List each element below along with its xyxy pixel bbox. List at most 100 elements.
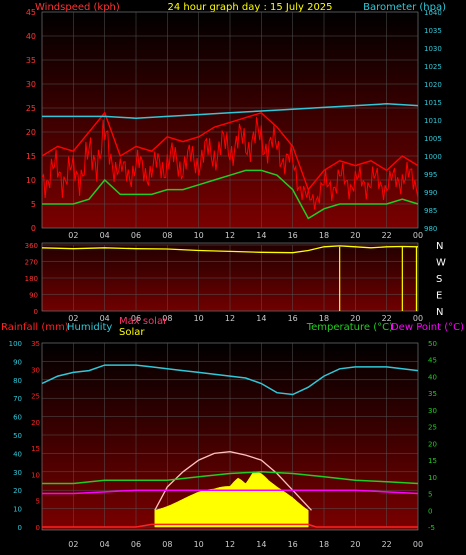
barometer-line: [42, 103, 419, 119]
weather-plot: [41, 364, 419, 528]
wind-plot: [41, 103, 419, 220]
temperature-y-tick: 45: [428, 357, 437, 365]
direction-x-tick: 08: [162, 314, 172, 323]
rain-y-tick: 10: [31, 471, 40, 479]
wind-y-tick: 20: [26, 128, 36, 137]
wind-average-line: [42, 169, 419, 220]
weather-x-tick: 12: [225, 540, 235, 549]
legend-rainfall: Rainfall (mm): [1, 322, 69, 333]
wind-x-tick: 04: [100, 231, 110, 240]
wind-y-tick: 25: [26, 104, 36, 113]
barometer-y-tick: 985: [424, 207, 437, 215]
wind-x-tick: 18: [319, 231, 329, 240]
wind-x-tick: 02: [68, 231, 78, 240]
direction-plot: [41, 245, 419, 311]
direction-x-tick: 16: [288, 314, 298, 323]
temperature-y-tick: 5: [428, 491, 432, 499]
legend-solar: Solar: [119, 327, 145, 338]
compass-tick: N: [436, 307, 443, 318]
humidity-y-tick: 80: [13, 377, 22, 385]
dewpoint-line: [42, 489, 419, 495]
wind-x-tick: 12: [225, 231, 235, 240]
temperature-y-tick: -5: [428, 524, 435, 532]
barometer-y-tick: 1020: [424, 81, 442, 89]
wind-x-tick: 10: [194, 231, 204, 240]
humidity-y-tick: 60: [13, 414, 22, 422]
left-axis-title: Windspeed (kph): [35, 2, 120, 13]
wind-y-tick: 40: [26, 32, 36, 41]
barometer-y-tick: 1005: [424, 135, 442, 143]
weather-x-tick: 16: [288, 540, 298, 549]
compass-tick: N: [436, 241, 443, 252]
wind-x-tick: 06: [131, 231, 141, 240]
chart-title: 24 hour graph day : 15 July 2025: [167, 2, 332, 13]
wind-y-tick: 35: [26, 56, 36, 65]
direction-y-tick: 90: [29, 292, 38, 300]
temperature-y-tick: 25: [428, 424, 437, 432]
direction-x-tick: 22: [382, 314, 392, 323]
barometer-y-tick: 980: [424, 225, 437, 233]
rain-y-tick: 15: [31, 445, 40, 453]
weather-x-tick: 18: [319, 540, 329, 549]
direction-x-tick: 06: [131, 314, 141, 323]
gust-line: [41, 116, 419, 210]
compass-tick: S: [436, 274, 442, 285]
wind-x-tick: 08: [162, 231, 172, 240]
temperature-y-tick: 10: [428, 474, 437, 482]
weather-x-tick: 20: [350, 540, 360, 549]
direction-x-tick: 10: [194, 314, 204, 323]
weather-x-tick: 08: [162, 540, 172, 549]
rain-y-tick: 20: [31, 419, 40, 427]
weather-x-tick: 02: [68, 540, 78, 549]
direction-y-tick: 0: [34, 308, 38, 316]
direction-y-tick: 360: [25, 242, 38, 250]
direction-y-tick: 180: [25, 275, 38, 283]
compass-tick: W: [436, 258, 446, 269]
legend-dewpoint: Dew Point (°C): [391, 322, 464, 333]
temperature-y-tick: 40: [428, 373, 437, 381]
direction-x-tick: 14: [256, 314, 266, 323]
weather-x-tick: 22: [382, 540, 392, 549]
direction-x-tick: 12: [225, 314, 235, 323]
legend-temperature: Temperature (°C): [306, 322, 393, 333]
legend-max-solar: Max solar: [119, 316, 168, 327]
barometer-y-tick: 1035: [424, 27, 442, 35]
wind-x-tick: 16: [288, 231, 298, 240]
direction-x-tick: 00: [413, 314, 423, 323]
max-solar-line: [154, 451, 312, 511]
barometer-y-tick: 995: [424, 171, 437, 179]
wind-x-tick: 20: [350, 231, 360, 240]
rainfall-line: [42, 523, 418, 528]
direction-x-tick: 18: [319, 314, 329, 323]
rain-y-tick: 5: [36, 498, 40, 506]
barometer-y-tick: 990: [424, 189, 437, 197]
temperature-y-tick: 0: [428, 507, 432, 515]
barometer-y-tick: 1040: [424, 9, 442, 17]
direction-line: [41, 245, 419, 254]
wind-y-tick: 30: [26, 80, 36, 89]
humidity-y-tick: 20: [13, 487, 22, 495]
weather-x-tick: 10: [194, 540, 204, 549]
humidity-y-tick: 70: [13, 395, 22, 403]
humidity-y-tick: 10: [13, 506, 22, 514]
compass-tick: E: [436, 291, 442, 302]
barometer-y-tick: 1015: [424, 99, 442, 107]
humidity-y-tick: 100: [9, 340, 22, 348]
temperature-y-tick: 50: [428, 340, 437, 348]
rain-y-tick: 35: [31, 340, 40, 348]
humidity-y-tick: 0: [18, 524, 22, 532]
weather-x-tick: 06: [131, 540, 141, 549]
solar-area: [154, 471, 309, 528]
wind-grid: 0510152025303540459809859909951000100510…: [26, 8, 442, 240]
wind-x-tick: 14: [256, 231, 266, 240]
wind-y-tick: 45: [26, 8, 36, 17]
humidity-y-tick: 30: [13, 469, 22, 477]
wind-x-tick: 22: [382, 231, 392, 240]
wind-y-tick: 0: [31, 224, 36, 233]
humidity-line: [41, 364, 419, 396]
direction-y-tick: 270: [25, 259, 38, 267]
temperature-y-tick: 30: [428, 407, 437, 415]
direction-x-tick: 02: [68, 314, 78, 323]
rain-y-tick: 30: [31, 366, 40, 374]
